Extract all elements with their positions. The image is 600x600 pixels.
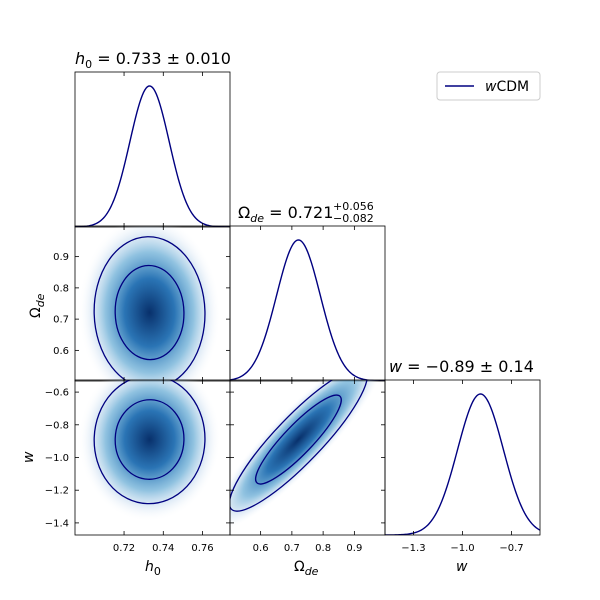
ytick-label-w: −0.8	[45, 420, 69, 431]
xlabel-w: w	[456, 559, 468, 575]
title-h0-subscript: 0	[85, 58, 92, 71]
legend-label-wcdm: wCDM	[485, 79, 529, 95]
ylabel-w: w	[21, 451, 37, 463]
title-w: w = −0.89 ± 0.14	[389, 357, 534, 376]
panel-content	[78, 380, 221, 522]
ytick-label-ode: 0.8	[53, 283, 69, 294]
pdf-curve-w	[385, 393, 540, 535]
xtick-label-ode: 0.6	[253, 543, 269, 554]
xtick-label-h0: 0.76	[191, 543, 213, 554]
title-h0-symbol: h	[75, 49, 85, 68]
panel-content	[230, 380, 385, 532]
title-ode-value: = 0.721	[264, 203, 333, 222]
title-w-value: = −0.89 ± 0.14	[402, 357, 534, 376]
title-h0-value: = 0.733 ± 0.010	[92, 49, 231, 68]
ytick-label-w: −1.0	[45, 453, 69, 464]
contour-95	[230, 380, 369, 512]
title-w-symbol: w	[389, 357, 403, 376]
ytick-label-w: −1.2	[45, 486, 69, 497]
contour-68	[114, 399, 185, 480]
ytick-label-ode: 0.6	[53, 346, 69, 357]
density-fill	[78, 380, 221, 522]
panels: 0.72 0.74 0.76 0.6 0.7 0.8 0.9 −1.3 −1.0 −0.7 0.6 0…	[45, 71, 541, 554]
panel-content	[78, 226, 221, 381]
legend: wCDM	[436, 71, 541, 101]
density-fill	[78, 226, 221, 381]
title-ode-subscript: de	[250, 212, 264, 225]
pdf-curve-h0	[75, 85, 230, 227]
title-ode-lower-error: −0.082	[333, 212, 374, 225]
xlabel-ode: Ωde	[294, 559, 319, 578]
legend-box	[436, 71, 541, 101]
title-h0: h0 = 0.733 ± 0.010	[75, 49, 231, 71]
xlabel-h0: h0	[145, 559, 161, 578]
contour-95	[93, 236, 206, 381]
xtick-label-w: −0.7	[499, 543, 523, 554]
pdf-curve-ode	[230, 239, 385, 381]
xtick-label-ode: 0.9	[346, 543, 362, 554]
ytick-label-ode: 0.9	[53, 252, 69, 263]
xtick-label-h0: 0.74	[152, 543, 174, 554]
title-ode-upper-error: +0.056	[333, 200, 374, 213]
contour-68	[254, 394, 342, 485]
xtick-label-w: −1.0	[450, 543, 474, 554]
ylabel-ode: Ωde	[28, 293, 47, 318]
density-fill	[230, 380, 385, 532]
title-ode-symbol: Ω	[238, 203, 250, 222]
contour-68	[114, 264, 185, 361]
contour-95	[93, 380, 206, 505]
ytick-label-w: −1.4	[45, 518, 69, 529]
xtick-label-ode: 0.8	[315, 543, 331, 554]
ytick-label-w: −0.6	[45, 388, 69, 399]
xtick-label-h0: 0.72	[113, 543, 135, 554]
xtick-label-w: −1.3	[401, 543, 425, 554]
xtick-label-ode: 0.7	[284, 543, 300, 554]
title-ode: Ωde = 0.721	[238, 203, 333, 225]
ytick-label-ode: 0.7	[53, 315, 69, 326]
